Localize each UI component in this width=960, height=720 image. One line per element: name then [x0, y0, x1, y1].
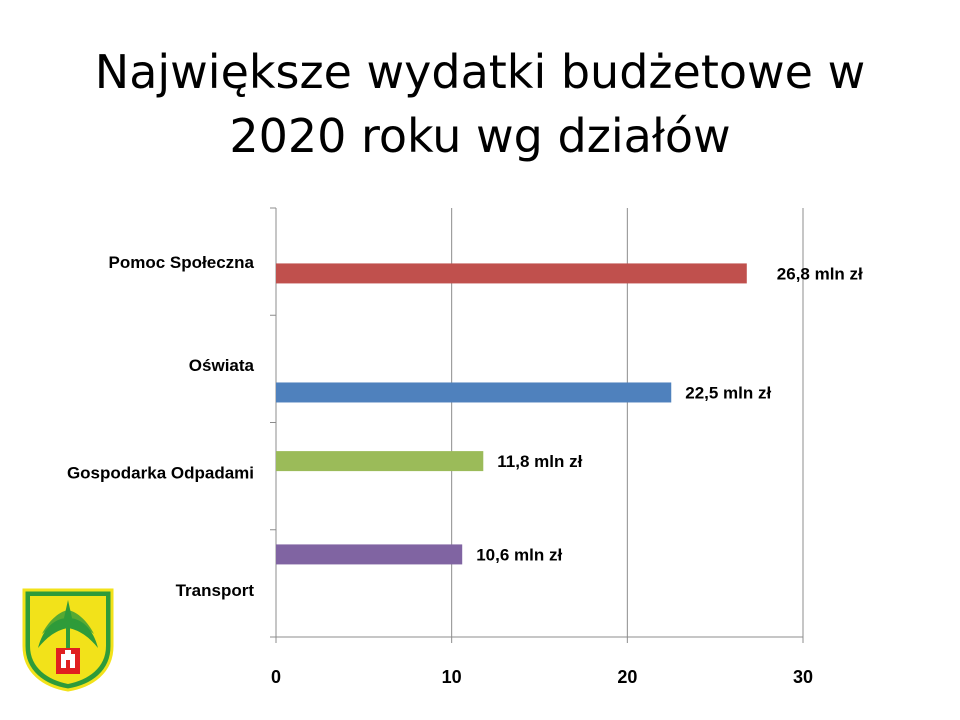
- slide-title-line-2: 2020 roku wg działów: [229, 109, 731, 163]
- slide-title: Największe wydatki budżetowe w 2020 roku…: [0, 40, 960, 168]
- bar: [276, 544, 463, 565]
- value-label: 11,8 mln zł: [497, 452, 582, 471]
- category-label: Oświata: [189, 356, 255, 375]
- bar: [276, 263, 747, 284]
- bar: [276, 451, 484, 472]
- slide-title-line-1: Największe wydatki budżetowe w: [94, 45, 866, 99]
- bar: [276, 382, 672, 403]
- value-label: 10,6 mln zł: [476, 545, 562, 564]
- value-label: 26,8 mln zł: [777, 264, 863, 283]
- category-label: Transport: [176, 581, 255, 600]
- coat-of-arms-icon: [22, 588, 114, 692]
- value-label: 22,5 mln zł: [685, 383, 771, 402]
- x-tick-label: 30: [793, 667, 813, 687]
- x-tick-label: 20: [617, 667, 637, 687]
- category-label: Pomoc Społeczna: [109, 253, 255, 272]
- x-tick-label: 10: [442, 667, 462, 687]
- x-tick-label: 0: [271, 667, 281, 687]
- category-label: Gospodarka Odpadami: [67, 463, 254, 482]
